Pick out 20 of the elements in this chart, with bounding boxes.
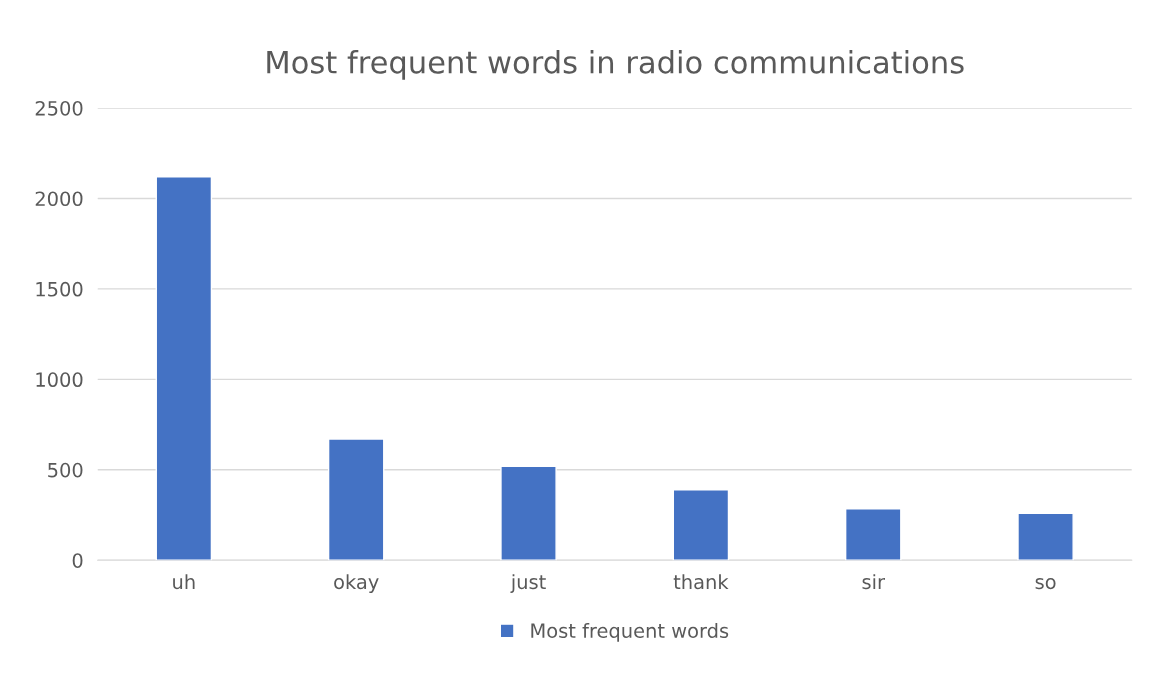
x-tick-label: so: [1035, 578, 1056, 590]
x-tick-label: just: [510, 574, 546, 593]
bar: [844, 507, 902, 561]
y-tick-label: 0: [72, 553, 83, 568]
x-tick-label: thank: [673, 574, 729, 590]
y-tick-label: 1000: [36, 372, 83, 388]
legend-label: Most frequent words: [531, 622, 729, 642]
x-tick-label: sir: [862, 574, 885, 590]
bar: [327, 438, 385, 561]
bar: [1017, 512, 1074, 561]
y-tick-label: 2000: [35, 191, 83, 207]
bar: [672, 489, 730, 561]
y-tick-label: 2500: [35, 100, 83, 116]
x-tick-label: uh: [173, 574, 195, 590]
y-tick-label: 500: [48, 462, 83, 478]
y-tick-label: 1500: [36, 281, 83, 297]
bar: [155, 176, 213, 561]
chart-title: Most frequent words in radio communications: [267, 50, 964, 80]
bar: [500, 465, 557, 561]
x-tick-label: okay: [334, 574, 379, 593]
